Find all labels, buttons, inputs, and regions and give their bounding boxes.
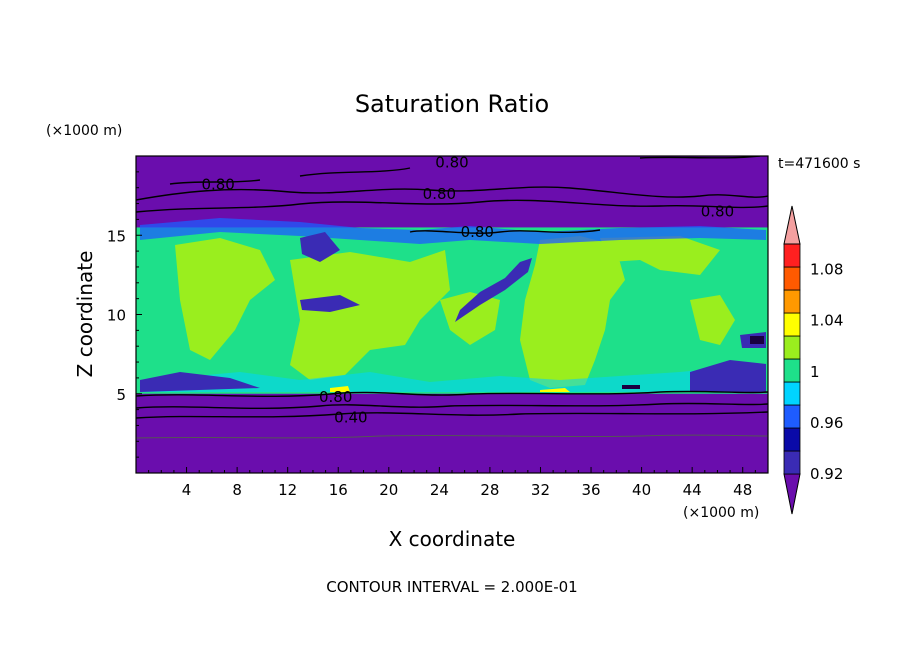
footer-note: CONTOUR INTERVAL = 2.000E-01: [326, 578, 577, 596]
colorbar: 1.08 1.04 1 0.96 0.92: [783, 205, 843, 515]
x-tick-label: 16: [329, 481, 348, 499]
colorbar-tick-label: 0.92: [810, 465, 843, 483]
y-tick-label: 15: [107, 227, 126, 245]
x-tick-label: 8: [232, 481, 242, 499]
y-tick-label: 5: [116, 386, 126, 404]
contour-label: 0.80: [435, 153, 468, 171]
x-tick-label: 40: [632, 481, 651, 499]
colorbar-band: [783, 243, 801, 268]
y-axis-title: Z coordinate: [73, 251, 97, 378]
colorbar-band: [783, 427, 801, 452]
x-tick-label: 4: [182, 481, 192, 499]
y-unit-label: (×1000 m): [46, 123, 122, 139]
fill-texture: [140, 218, 766, 392]
colorbar-band: [783, 266, 801, 291]
y-tick-label: 10: [107, 307, 126, 325]
x-tick-label: 24: [430, 481, 449, 499]
colorbar-tick-label: 1.08: [810, 261, 843, 279]
contour-label: 0.80: [423, 185, 456, 203]
contour-labels: 0.80 0.80 0.80 0.80 0.80 0.80 0.40: [201, 153, 734, 426]
x-tick-label: 28: [480, 481, 499, 499]
x-tick-label: 12: [278, 481, 297, 499]
x-tick-label: 20: [379, 481, 398, 499]
colorbar-band: [783, 358, 801, 383]
time-label: t=471600 s: [778, 156, 860, 172]
contour-label: 0.40: [334, 409, 367, 427]
colorbar-tick-label: 1.04: [810, 312, 843, 330]
colorbar-band: [783, 312, 801, 337]
colorbar-tick-label: 1: [810, 363, 820, 381]
x-axis-ticks: 4 8 12 16 20 24 28 32 36 40 44 48: [148, 467, 756, 499]
contour-label: 0.80: [319, 388, 352, 406]
x-tick-label: 48: [733, 481, 752, 499]
colorbar-band: [783, 289, 801, 314]
x-tick-label: 44: [683, 481, 702, 499]
x-axis-title: X coordinate: [389, 527, 516, 551]
contour-label: 0.80: [701, 202, 734, 220]
colorbar-band: [783, 335, 801, 360]
contour-lines: [136, 156, 768, 439]
x-unit-label: (×1000 m): [683, 505, 759, 521]
colorbar-band: [783, 404, 801, 429]
colorbar-top-arrow: [783, 205, 801, 245]
region-0: [136, 393, 768, 473]
y-axis-ticks: 5 10 15: [107, 171, 142, 458]
colorbar-band: [783, 381, 801, 406]
contour-label: 0.80: [461, 223, 494, 241]
colorbar-band: [783, 450, 801, 475]
colorbar-bottom-arrow: [783, 473, 801, 515]
region-2: [136, 156, 768, 228]
x-tick-label: 32: [531, 481, 550, 499]
contour-label: 0.80: [201, 176, 234, 194]
colorbar-tick-label: 0.96: [810, 414, 843, 432]
plot-area: [136, 156, 768, 473]
x-tick-label: 36: [581, 481, 600, 499]
chart-title: Saturation Ratio: [355, 90, 549, 118]
